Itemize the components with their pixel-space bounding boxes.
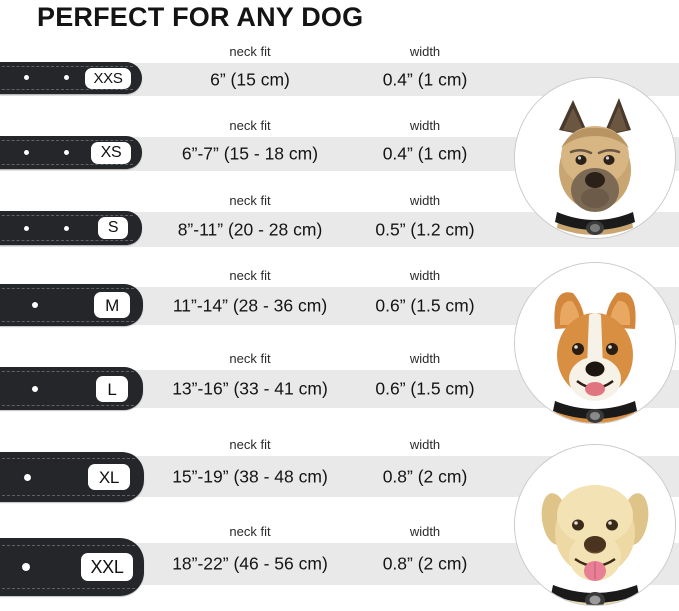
column-header-neck-fit: neck fit — [229, 193, 271, 208]
strap-hole-icon — [64, 75, 69, 80]
column-header-width: width — [409, 44, 441, 59]
strap-hole-icon — [24, 75, 29, 80]
strap-hole-icon — [64, 226, 69, 231]
size-badge-xxs: XXS — [85, 68, 131, 89]
stitch-line-icon — [0, 321, 134, 322]
stitch-line-icon — [0, 495, 135, 496]
strap-hole-icon — [24, 150, 29, 155]
column-header-width: width — [409, 193, 441, 208]
column-header-width: width — [409, 118, 441, 133]
labrador-photo — [514, 444, 676, 606]
column-header-neck-fit: neck fit — [229, 351, 271, 366]
width-value-m: 0.6” (1.5 cm) — [375, 295, 475, 316]
corgi-illustration — [515, 263, 675, 423]
stitch-line-icon — [0, 288, 134, 289]
row-header-xs: neck fit width — [0, 118, 679, 138]
row-header-l: neck fit width — [0, 351, 679, 371]
collar-strap-s: S — [0, 211, 142, 245]
strap-hole-icon — [32, 302, 38, 308]
row-header-xxs: neck fit width — [0, 44, 679, 64]
collar-strap-xxs: XXS — [0, 62, 142, 94]
stitch-line-icon — [0, 164, 133, 165]
terrier-photo — [514, 77, 676, 239]
row-header-m: neck fit width — [0, 268, 679, 288]
strap-hole-icon — [64, 150, 69, 155]
column-header-neck-fit: neck fit — [229, 437, 271, 452]
strap-hole-icon — [24, 226, 29, 231]
neck-fit-value-l: 13”-16” (33 - 41 cm) — [172, 378, 328, 399]
neck-fit-value-xl: 15”-19” (38 - 48 cm) — [172, 466, 328, 486]
labrador-illustration — [515, 445, 675, 605]
width-value-l: 0.6” (1.5 cm) — [375, 378, 475, 399]
row-header-s: neck fit width — [0, 193, 679, 213]
size-badge-xl: XL — [88, 464, 130, 490]
size-badge-s: S — [98, 217, 128, 239]
column-header-neck-fit: neck fit — [229, 118, 271, 133]
stitch-line-icon — [0, 545, 135, 546]
neck-fit-value-xs: 6”-7” (15 - 18 cm) — [181, 143, 319, 164]
width-value-xs: 0.4” (1 cm) — [382, 143, 468, 164]
width-value-xl: 0.8” (2 cm) — [382, 466, 468, 486]
stitch-line-icon — [0, 405, 134, 406]
page-title: PERFECT FOR ANY DOG — [37, 2, 364, 32]
size-badge-l: L — [96, 376, 128, 402]
neck-fit-value-xxl: 18”-22” (46 - 56 cm) — [172, 553, 328, 574]
row-header-xl: neck fit width — [0, 437, 679, 457]
stitch-line-icon — [0, 215, 133, 216]
column-header-width: width — [409, 437, 441, 452]
column-header-neck-fit: neck fit — [229, 44, 271, 59]
neck-fit-value-xxs: 6” (15 cm) — [210, 69, 290, 89]
strap-hole-icon — [32, 386, 38, 392]
terrier-illustration — [515, 78, 675, 238]
stitch-line-icon — [0, 66, 133, 67]
stitch-line-icon — [0, 458, 135, 459]
collar-strap-m: M — [0, 284, 143, 326]
size-badge-m: M — [94, 292, 130, 318]
width-value-xxs: 0.4” (1 cm) — [382, 69, 468, 89]
stitch-line-icon — [0, 140, 133, 141]
collar-strap-l: L — [0, 367, 143, 410]
column-header-neck-fit: neck fit — [229, 524, 271, 539]
collar-strap-xl: XL — [0, 452, 144, 502]
size-badge-xxl: XXL — [81, 553, 133, 581]
size-badge-xs: XS — [91, 142, 131, 164]
collar-strap-xs: XS — [0, 136, 142, 169]
stitch-line-icon — [0, 371, 134, 372]
neck-fit-value-m: 11”-14” (28 - 36 cm) — [172, 295, 328, 316]
stitch-line-icon — [0, 240, 133, 241]
column-header-width: width — [409, 351, 441, 366]
stitch-line-icon — [0, 588, 135, 589]
strap-hole-icon — [24, 474, 31, 481]
column-header-width: width — [409, 524, 441, 539]
stitch-line-icon — [0, 89, 133, 90]
column-header-width: width — [409, 268, 441, 283]
width-value-xxl: 0.8” (2 cm) — [382, 553, 468, 574]
row-header-xxl: neck fit width — [0, 524, 679, 544]
corgi-photo — [514, 262, 676, 424]
width-value-s: 0.5” (1.2 cm) — [375, 219, 475, 239]
strap-hole-icon — [22, 563, 30, 571]
neck-fit-value-s: 8”-11” (20 - 28 cm) — [177, 219, 323, 239]
collar-strap-xxl: XXL — [0, 538, 144, 596]
column-header-neck-fit: neck fit — [229, 268, 271, 283]
